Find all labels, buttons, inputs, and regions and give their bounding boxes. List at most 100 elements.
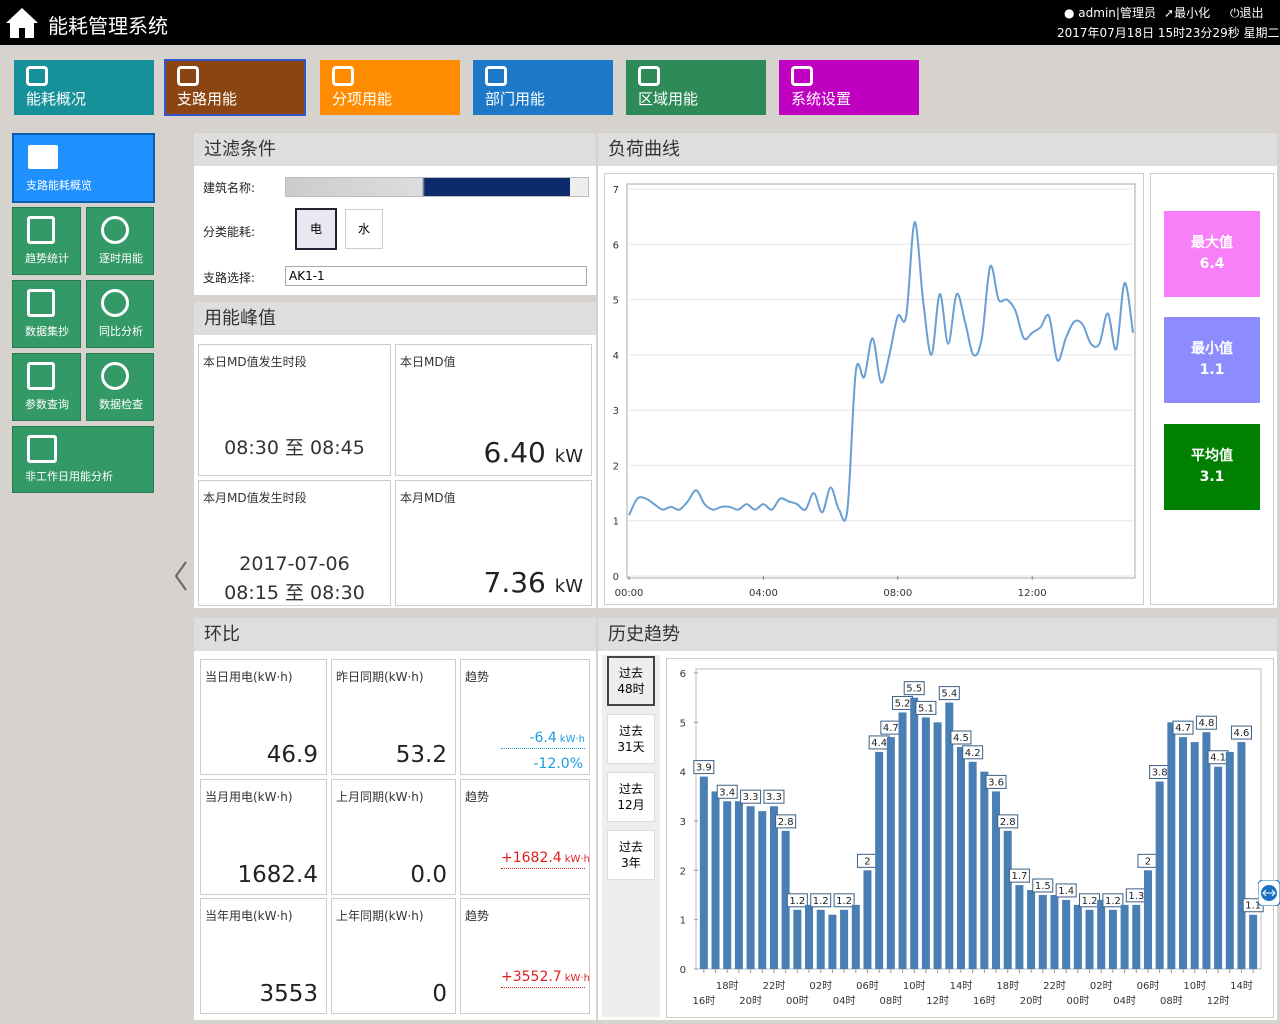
label-text: 2 xyxy=(864,856,870,867)
nav-button[interactable]: 部门用能 xyxy=(473,60,613,115)
value: 1682.4 xyxy=(238,862,318,888)
x-tick-label: 12时 xyxy=(926,995,949,1007)
range-button[interactable]: 过去31天 xyxy=(607,714,655,764)
bar xyxy=(969,762,977,969)
bar xyxy=(712,791,720,969)
data-label: 5.2 xyxy=(893,696,913,709)
bar xyxy=(723,801,731,969)
field-label: 支路选择: xyxy=(203,269,255,286)
trend-diff: +3552.7kW·h xyxy=(501,969,585,988)
stat-value: 1.1 xyxy=(1164,360,1260,381)
nav-button[interactable]: 系统设置 xyxy=(779,60,919,115)
float-icon[interactable] xyxy=(1258,880,1280,906)
building-select[interactable] xyxy=(285,177,589,197)
bar xyxy=(980,772,988,969)
bar xyxy=(1121,905,1129,969)
bar xyxy=(887,737,895,969)
label-text: 1.7 xyxy=(1011,871,1027,882)
x-tick-label: 14时 xyxy=(950,980,973,992)
nav-button[interactable]: 支路用能 xyxy=(165,60,305,115)
x-tick-label: 08:00 xyxy=(883,588,912,599)
bar xyxy=(793,910,801,969)
diff-unit: kW·h xyxy=(565,854,590,865)
sidebar-main[interactable]: 支路能耗概览 xyxy=(12,133,155,203)
user[interactable]: ● admin|管理员 xyxy=(1064,4,1156,21)
card-label: 趋势 xyxy=(465,668,489,685)
label-text: 3.8 xyxy=(1152,768,1168,779)
option-button[interactable]: 电 xyxy=(295,208,337,250)
data-label: 1.7 xyxy=(1009,869,1029,882)
branch-select[interactable]: AK1-1 xyxy=(285,266,587,286)
sidebar-tile[interactable]: 数据检查 xyxy=(86,353,154,421)
label-text: 5.2 xyxy=(895,698,911,709)
bar xyxy=(863,870,871,969)
mom-card: 当年用电(kW·h)3553 xyxy=(200,898,327,1014)
value: 6.40 kW xyxy=(484,436,583,469)
nav-button[interactable]: 分项用能 xyxy=(320,60,460,115)
range-button[interactable]: 过去48时 xyxy=(607,656,655,706)
panel-title: 负荷曲线 xyxy=(598,133,1277,166)
stat-box: 最大值6.4 xyxy=(1164,211,1260,297)
field-label: 分类能耗: xyxy=(203,223,255,240)
bar xyxy=(1062,900,1070,969)
range-button[interactable]: 过去12月 xyxy=(607,772,655,822)
x-tick-label: 02时 xyxy=(809,980,832,992)
home-icon[interactable] xyxy=(4,5,40,39)
stat-label: 平均值 xyxy=(1164,446,1260,467)
label-text: 3.3 xyxy=(743,792,759,803)
x-tick-label: 08时 xyxy=(1160,995,1183,1007)
label-text: 1.2 xyxy=(813,896,829,907)
sidebar-tile[interactable]: 逐时用能 xyxy=(86,207,154,275)
bar xyxy=(910,698,918,969)
logout[interactable]: ⏻退出 xyxy=(1230,4,1264,21)
bar xyxy=(770,806,778,969)
sidebar-tile[interactable]: 数据集抄 xyxy=(12,280,81,348)
peak-card: 本日MD值发生时段 08:30 至 08:45 xyxy=(198,344,391,476)
diff-value: +1682.4 xyxy=(501,850,562,866)
peak-card: 本月MD值 7.36 kW xyxy=(395,480,592,606)
value: 46.9 xyxy=(267,742,318,768)
nav-button[interactable]: 区域用能 xyxy=(626,60,766,115)
range-button[interactable]: 过去3年 xyxy=(607,830,655,880)
field-label: 建筑名称: xyxy=(203,179,255,196)
datetime: 2017年07月18日 15时23分29秒 星期二 xyxy=(1057,24,1280,41)
sidebar-tile[interactable]: 非工作日用能分析 xyxy=(12,426,154,493)
panel-title: 用能峰值 xyxy=(194,302,596,335)
bar xyxy=(1156,782,1164,969)
trend-pct: -12.0% xyxy=(533,756,583,772)
data-label: 2 xyxy=(857,854,877,867)
stat-label: 最大值 xyxy=(1164,233,1260,254)
data-label: 1.2 xyxy=(834,894,854,907)
minimize[interactable]: ➚最小化 xyxy=(1164,4,1210,21)
mom-panel: 环比 当日用电(kW·h)46.9昨日同期(kW·h)53.2趋势-6.4kW·… xyxy=(194,618,596,1020)
bar xyxy=(817,910,825,969)
x-tick-label: 22时 xyxy=(763,980,786,992)
sidebar-tile[interactable]: 趋势统计 xyxy=(12,207,81,275)
label-text: 1.2 xyxy=(1105,896,1121,907)
bar xyxy=(828,915,836,969)
bar xyxy=(1109,910,1117,969)
x-tick-label: 18时 xyxy=(716,980,739,992)
data-label: 4.2 xyxy=(963,746,983,759)
option-button[interactable]: 水 xyxy=(345,209,383,249)
label-text: 4.1 xyxy=(1210,753,1226,764)
tile-label: 参数查询 xyxy=(25,396,69,412)
y-tick-label: 0 xyxy=(613,572,619,583)
nav-button[interactable]: 能耗概况 xyxy=(14,60,154,115)
tile-icon xyxy=(101,289,129,317)
y-tick-label: 3 xyxy=(613,406,619,417)
y-tick-label: 4 xyxy=(613,351,619,362)
data-label: 1.2 xyxy=(1103,894,1123,907)
mom-card: 上年同期(kW·h)0 xyxy=(331,898,456,1014)
sidebar-tile[interactable]: 同比分析 xyxy=(86,280,154,348)
stat-value: 3.1 xyxy=(1164,467,1260,488)
sidebar-tile[interactable]: 参数查询 xyxy=(12,353,81,421)
value: 7.36 kW xyxy=(484,566,583,599)
load-chart: 0123456700:0004:0008:0012:00 xyxy=(600,170,1146,606)
card-label: 本日MD值发生时段 xyxy=(203,353,307,370)
nav-label: 支路用能 xyxy=(177,88,237,109)
x-tick-label: 04:00 xyxy=(749,588,778,599)
label-text: 5.5 xyxy=(906,684,922,695)
collapse-arrow[interactable] xyxy=(172,560,190,592)
